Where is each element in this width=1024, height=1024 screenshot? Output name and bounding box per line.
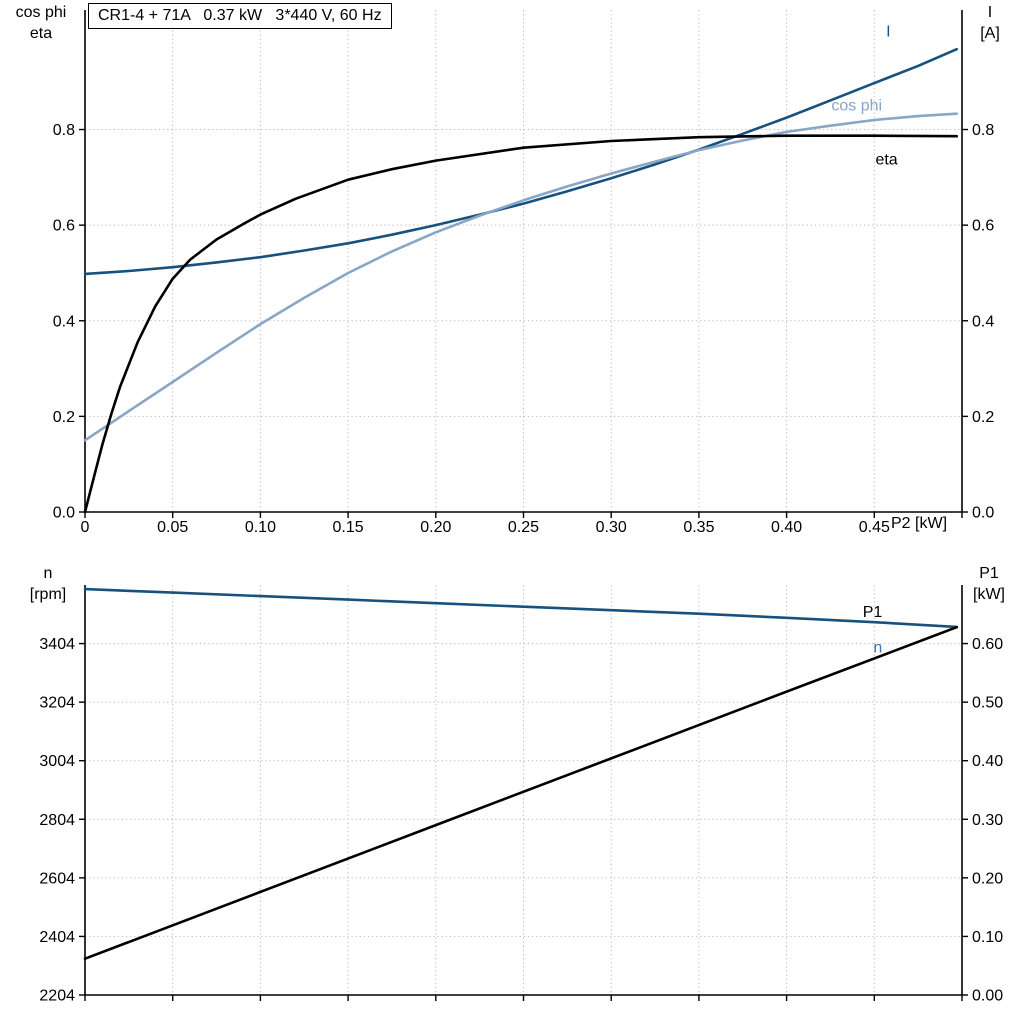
eta-axis-label: eta bbox=[29, 25, 53, 42]
title-box: CR1-4 + 71A 0.37 kW 3*440 V, 60 Hz bbox=[88, 3, 392, 29]
x-tick-label: 0.10 bbox=[245, 519, 276, 536]
series-curve-cos-phi bbox=[83, 112, 959, 442]
right-tick-label: 0.8 bbox=[972, 122, 994, 139]
right-tick-label: 0.50 bbox=[972, 695, 1003, 712]
left-tick-label: 2604 bbox=[39, 870, 75, 887]
current-unit-label: [A] bbox=[980, 25, 1000, 42]
x-tick-label: 0.35 bbox=[683, 519, 714, 536]
right-tick-label: 0.4 bbox=[972, 313, 994, 330]
right-tick-label: 0.00 bbox=[972, 988, 1003, 1005]
right-tick-label: 0.40 bbox=[972, 753, 1003, 770]
speed-axis-label: n bbox=[43, 565, 53, 582]
series-curve-n bbox=[83, 587, 959, 629]
series-label-I: I bbox=[886, 24, 890, 41]
x-tick-label: 0.15 bbox=[333, 519, 364, 536]
left-tick-label: 0.2 bbox=[53, 409, 75, 426]
left-tick-label: 2804 bbox=[39, 812, 75, 829]
x-tick-label: 0.25 bbox=[508, 519, 539, 536]
left-tick-label: 2404 bbox=[39, 929, 75, 946]
series-curve-eta bbox=[83, 134, 959, 514]
x-tick-label: 0.30 bbox=[596, 519, 627, 536]
series-curve-I bbox=[83, 47, 959, 276]
bottom-chart: 2204 2404 2604 2804 3004 3204 3404 0.00 0.10 0.20… bbox=[0, 560, 1024, 1024]
top-left-axis-title: cos phi eta bbox=[2, 2, 80, 44]
top-plot-canvas: 0.0 0.2 0.4 0.6 0.8 0.0 0.2 0.4 0.6 0.8 0 0.05 0.10 0… bbox=[53, 10, 994, 536]
series-curve-P1 bbox=[83, 625, 959, 961]
speed-unit-label: [rpm] bbox=[29, 586, 67, 603]
right-tick-label: 0.6 bbox=[972, 218, 994, 235]
x-axis-label: P2 [kW] bbox=[891, 515, 948, 532]
left-tick-label: 3004 bbox=[39, 753, 75, 770]
x-tick-label: 0.40 bbox=[771, 519, 802, 536]
right-tick-label: 0.10 bbox=[972, 929, 1003, 946]
left-tick-label: 3404 bbox=[39, 636, 75, 653]
top-chart: 0.0 0.2 0.4 0.6 0.8 0.0 0.2 0.4 0.6 0.8 0 0.05 0.10 0… bbox=[2, 2, 1020, 536]
left-tick-label: 0.8 bbox=[53, 122, 75, 139]
left-tick-label: 0.6 bbox=[53, 218, 75, 235]
series-label-cos-phi: cos phi bbox=[831, 98, 882, 115]
series-label-n: n bbox=[873, 640, 882, 657]
bottom-plot-canvas: 2204 2404 2604 2804 3004 3204 3404 0.00 0.10 0.20… bbox=[39, 585, 1003, 1005]
x-tick-label: 0.05 bbox=[157, 519, 188, 536]
top-right-axis-title: I [A] bbox=[960, 2, 1020, 44]
p1-axis-label: P1 bbox=[979, 565, 999, 582]
right-tick-label: 0.0 bbox=[972, 505, 994, 522]
left-tick-label: 0.0 bbox=[53, 505, 75, 522]
x-tick-label: 0 bbox=[81, 519, 90, 536]
x-tick-label: 0.45 bbox=[859, 519, 890, 536]
left-tick-label: 2204 bbox=[39, 988, 75, 1005]
right-tick-label: 0.30 bbox=[972, 812, 1003, 829]
right-tick-label: 0.2 bbox=[972, 409, 994, 426]
series-label-P1: P1 bbox=[863, 604, 883, 621]
right-tick-label: 0.60 bbox=[972, 636, 1003, 653]
x-tick-label: 0.20 bbox=[420, 519, 451, 536]
p1-unit-label: [kW] bbox=[973, 586, 1005, 603]
bottom-left-axis-title: n [rpm] bbox=[8, 563, 88, 605]
left-tick-label: 0.4 bbox=[53, 313, 75, 330]
cos-phi-axis-label: cos phi bbox=[15, 4, 67, 21]
current-axis-label: I bbox=[987, 4, 993, 21]
series-label-eta: eta bbox=[875, 152, 897, 169]
bottom-right-axis-title: P1 [kW] bbox=[958, 563, 1020, 605]
right-tick-label: 0.20 bbox=[972, 870, 1003, 887]
left-tick-label: 3204 bbox=[39, 695, 75, 712]
